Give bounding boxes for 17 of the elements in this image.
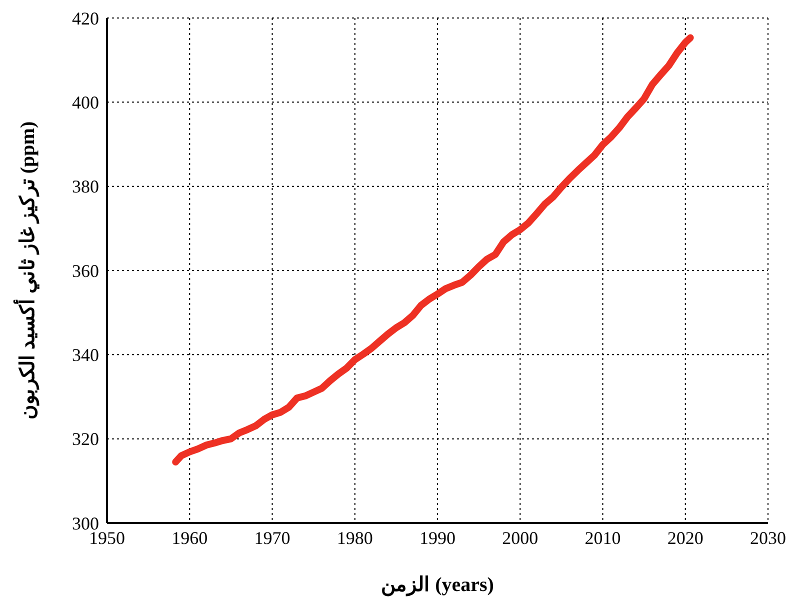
y-tick-label: 400 [72, 92, 99, 113]
x-tick-label: 2020 [667, 528, 704, 548]
y-tick-label: 300 [72, 513, 99, 534]
y-tick-label: 320 [72, 429, 99, 450]
x-tick-label: 2000 [502, 528, 538, 548]
x-axis-title: الزمن (years) [381, 574, 494, 597]
x-tick-label: 1990 [420, 528, 456, 548]
y-axis-title: تركيز غاز ثاني أكسيد الكربون (ppm) [13, 121, 40, 420]
y-tick-label: 420 [72, 8, 99, 28]
y-tick-label: 380 [72, 176, 99, 197]
x-tick-label: 1960 [172, 528, 208, 548]
x-tick-label: 1980 [336, 528, 373, 548]
x-tick-label: 2010 [584, 528, 621, 548]
y-tick-label: 340 [72, 345, 99, 366]
x-tick-label: 2030 [750, 528, 786, 548]
x-tick-label: 1970 [254, 528, 290, 548]
y-tick-label: 360 [72, 260, 99, 281]
